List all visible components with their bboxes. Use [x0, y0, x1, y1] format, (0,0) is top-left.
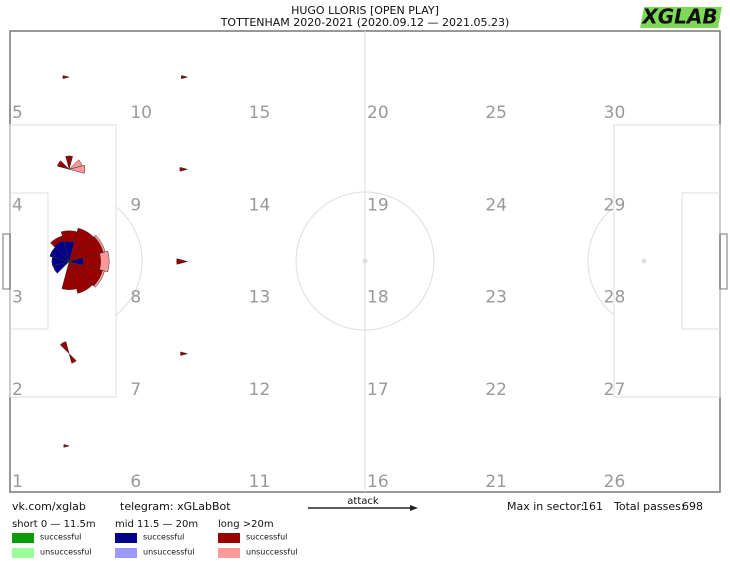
zone-label: 11 [249, 472, 271, 492]
chart-subtitle: TOTTENHAM 2020-2021 (2020.09.12 — 2021.0… [220, 16, 510, 29]
zone-label: 22 [485, 380, 507, 400]
zone-label: 9 [130, 195, 141, 215]
zone-label: 25 [485, 103, 507, 123]
rose-wedge [68, 164, 86, 174]
vk: vk.com/xglab [12, 500, 86, 513]
rose-wedge [53, 240, 70, 263]
legend-label: successful [246, 533, 287, 542]
legend-title: long >20m [218, 519, 274, 530]
total-value: 698 [682, 500, 703, 513]
legend-swatch [218, 533, 240, 543]
total-label: Total passes: [613, 500, 685, 513]
rose-wedge [68, 257, 84, 266]
zone-label: 8 [130, 288, 141, 308]
rose-wedge [63, 444, 71, 448]
zone-label: 12 [249, 380, 271, 400]
rose-wedge [176, 258, 189, 265]
zone-label: 28 [604, 288, 626, 308]
attack-arrowhead [410, 505, 418, 511]
zone-label: 16 [367, 472, 389, 492]
zone-label: 13 [249, 288, 271, 308]
rose-wedge [52, 261, 71, 274]
zone-label: 1 [12, 472, 23, 492]
rose-wedge [68, 227, 94, 263]
chart-title: HUGO LLORIS [OPEN PLAY] [291, 4, 439, 17]
roses [49, 75, 189, 448]
zone-label: 24 [485, 195, 507, 215]
zones: 1234567891011121314151617181920212223242… [12, 103, 625, 492]
rose-wedge [68, 261, 103, 287]
zone-label: 18 [367, 288, 389, 308]
pitch [2, 30, 728, 493]
rose-wedge [61, 260, 77, 290]
rose-wedge [68, 159, 83, 170]
max-label: Max in sector: [507, 500, 584, 513]
legend-title: short 0 — 11.5m [12, 519, 96, 530]
rose-wedge [68, 352, 77, 364]
legend-title: mid 11.5 — 20m [115, 519, 198, 530]
rose-wedge [51, 256, 71, 267]
zone-label: 20 [367, 103, 389, 123]
legend-label: unsuccessful [40, 548, 92, 557]
logo-bg [640, 7, 722, 28]
legend-swatch [218, 548, 240, 558]
zone-label: 4 [12, 195, 23, 215]
zone-label: 5 [12, 103, 23, 123]
zone-label: 23 [485, 288, 507, 308]
legend-swatch [12, 548, 34, 558]
rose-wedge [59, 341, 70, 355]
legend-label: successful [40, 533, 81, 542]
max-value: 161 [582, 500, 603, 513]
legend-label: successful [143, 533, 184, 542]
zone-label: 17 [367, 380, 389, 400]
rose-wedge [180, 75, 189, 80]
rose-wedge [49, 247, 71, 262]
zone-label: 2 [12, 380, 23, 400]
legend-swatch [115, 533, 137, 543]
zone-label: 15 [249, 103, 271, 123]
legend-label: unsuccessful [143, 548, 195, 557]
legend-swatch [12, 533, 34, 543]
rose-wedge [65, 155, 73, 171]
telegram: telegram: xGLabBot [120, 500, 231, 513]
zone-label: 7 [130, 380, 141, 400]
zone-label: 29 [604, 195, 626, 215]
zone-label: 14 [249, 195, 271, 215]
legend-label: unsuccessful [246, 548, 298, 557]
zone-label: 10 [130, 103, 152, 123]
rose-wedge [62, 75, 71, 80]
rose-wedge [180, 351, 189, 356]
zone-label: 26 [604, 472, 626, 492]
zone-label: 6 [130, 472, 141, 492]
legend-swatch [115, 548, 137, 558]
zone-label: 21 [485, 472, 507, 492]
rose-wedge [68, 236, 104, 262]
zone-label: 30 [604, 103, 626, 123]
rose-wedge [57, 160, 71, 170]
rose-wedge [68, 253, 101, 270]
zone-label: 19 [367, 195, 389, 215]
rose-wedge [68, 260, 93, 294]
logo: XGLAB [640, 5, 717, 29]
zone-label: 3 [12, 288, 23, 308]
zone-label: 27 [604, 380, 626, 400]
rose-wedge [179, 166, 189, 172]
attack-label: attack [347, 496, 379, 507]
legend: short 0 — 11.5m successful unsuccessful mid… [12, 519, 298, 558]
